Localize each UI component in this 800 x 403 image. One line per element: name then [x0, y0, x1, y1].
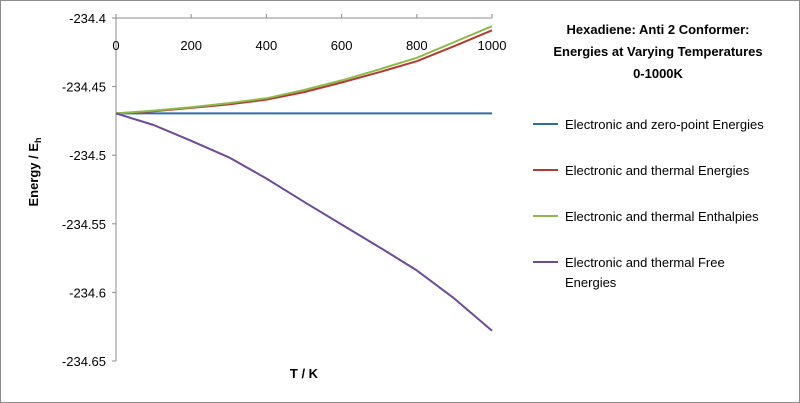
x-tick-label: 200 [180, 38, 202, 53]
y-axis-title-subscript: h [33, 137, 43, 143]
x-axis-title: T / K [290, 366, 319, 381]
legend-label-2: Electronic and thermal Energies [565, 163, 750, 178]
y-tick-label: -234.65 [62, 354, 106, 369]
chart-title-line-2: Energies at Varying Temperatures [553, 44, 762, 59]
series-lines [115, 25, 493, 332]
legend-label-4: Energies [565, 275, 617, 290]
chart-title-line-3: 0-1000K [633, 66, 683, 81]
y-axis-title: Energy / Eh [26, 137, 43, 206]
x-tick-label: 800 [406, 38, 428, 53]
y-axis-title-main: Energy / E [26, 143, 41, 207]
chart-title: Hexadiene: Anti 2 Conformer: Energies at… [553, 22, 762, 81]
x-tick-label: 0 [112, 38, 119, 53]
x-tick-label: 400 [256, 38, 278, 53]
y-tick-labels: -234.4 -234.45 -234.5 -234.55 -234.6 -234.65 [62, 11, 116, 369]
series-line-2 [115, 29, 493, 115]
series-line-4 [115, 112, 493, 332]
x-tick-labels: 0 200 400 600 800 1000 [112, 14, 506, 53]
legend-label-3: Electronic and thermal Enthalpies [565, 209, 759, 224]
y-tick-label: -234.5 [69, 148, 106, 163]
chart-title-line-1: Hexadiene: Anti 2 Conformer: [567, 22, 750, 37]
y-tick-label: -234.6 [69, 285, 106, 300]
legend-label-1: Electronic and zero-point Energies [565, 117, 764, 132]
y-tick-label: -234.4 [69, 11, 106, 26]
axes [115, 17, 492, 361]
x-tick-label: 1000 [478, 38, 507, 53]
series-line-3 [115, 25, 493, 115]
y-tick-label: -234.45 [62, 80, 106, 95]
x-tick-label: 600 [331, 38, 353, 53]
y-tick-label: -234.55 [62, 217, 106, 232]
legend-label-4: Electronic and thermal Free [565, 255, 725, 270]
legend: Electronic and zero-point Energies Electr… [533, 117, 764, 290]
